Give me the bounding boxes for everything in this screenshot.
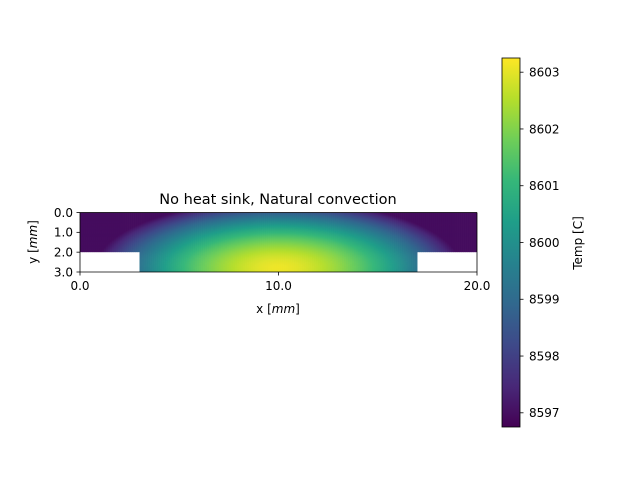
x-axis-label: x [mm] <box>256 302 300 316</box>
heatmap-field <box>80 212 477 272</box>
colorbar-tick-label: 8597 <box>529 406 560 420</box>
colorbar-tick-label: 8603 <box>529 65 560 79</box>
x-tick-label: 20.0 <box>464 279 491 293</box>
colorbar-tick-label: 8602 <box>529 122 560 136</box>
colorbar-tick-label: 8601 <box>529 179 560 193</box>
y-tick-label: 0.0 <box>54 206 73 220</box>
chart-title: No heat sink, Natural convection <box>159 192 396 208</box>
x-tick-label: 0.0 <box>70 279 89 293</box>
x-tick-label: 10.0 <box>265 279 292 293</box>
colorbar-label: Temp [C] <box>571 216 585 271</box>
x-axis-ticks: 0.0 10.0 20.0 <box>70 272 490 293</box>
colorbar-tick-label: 8598 <box>529 349 560 363</box>
y-tick-label: 3.0 <box>54 265 73 279</box>
colorbar <box>501 57 521 428</box>
y-tick-label: 2.0 <box>54 245 73 259</box>
colorbar-tick-label: 8599 <box>529 293 560 307</box>
colorbar-ticks: 8597 8598 8599 8600 8601 8602 8603 <box>520 65 560 420</box>
y-axis-label: y [mm] <box>26 220 40 264</box>
y-axis-ticks: 0.0 1.0 2.0 3.0 <box>54 206 80 279</box>
colorbar-tick-label: 8600 <box>529 236 560 250</box>
y-tick-label: 1.0 <box>54 226 73 240</box>
